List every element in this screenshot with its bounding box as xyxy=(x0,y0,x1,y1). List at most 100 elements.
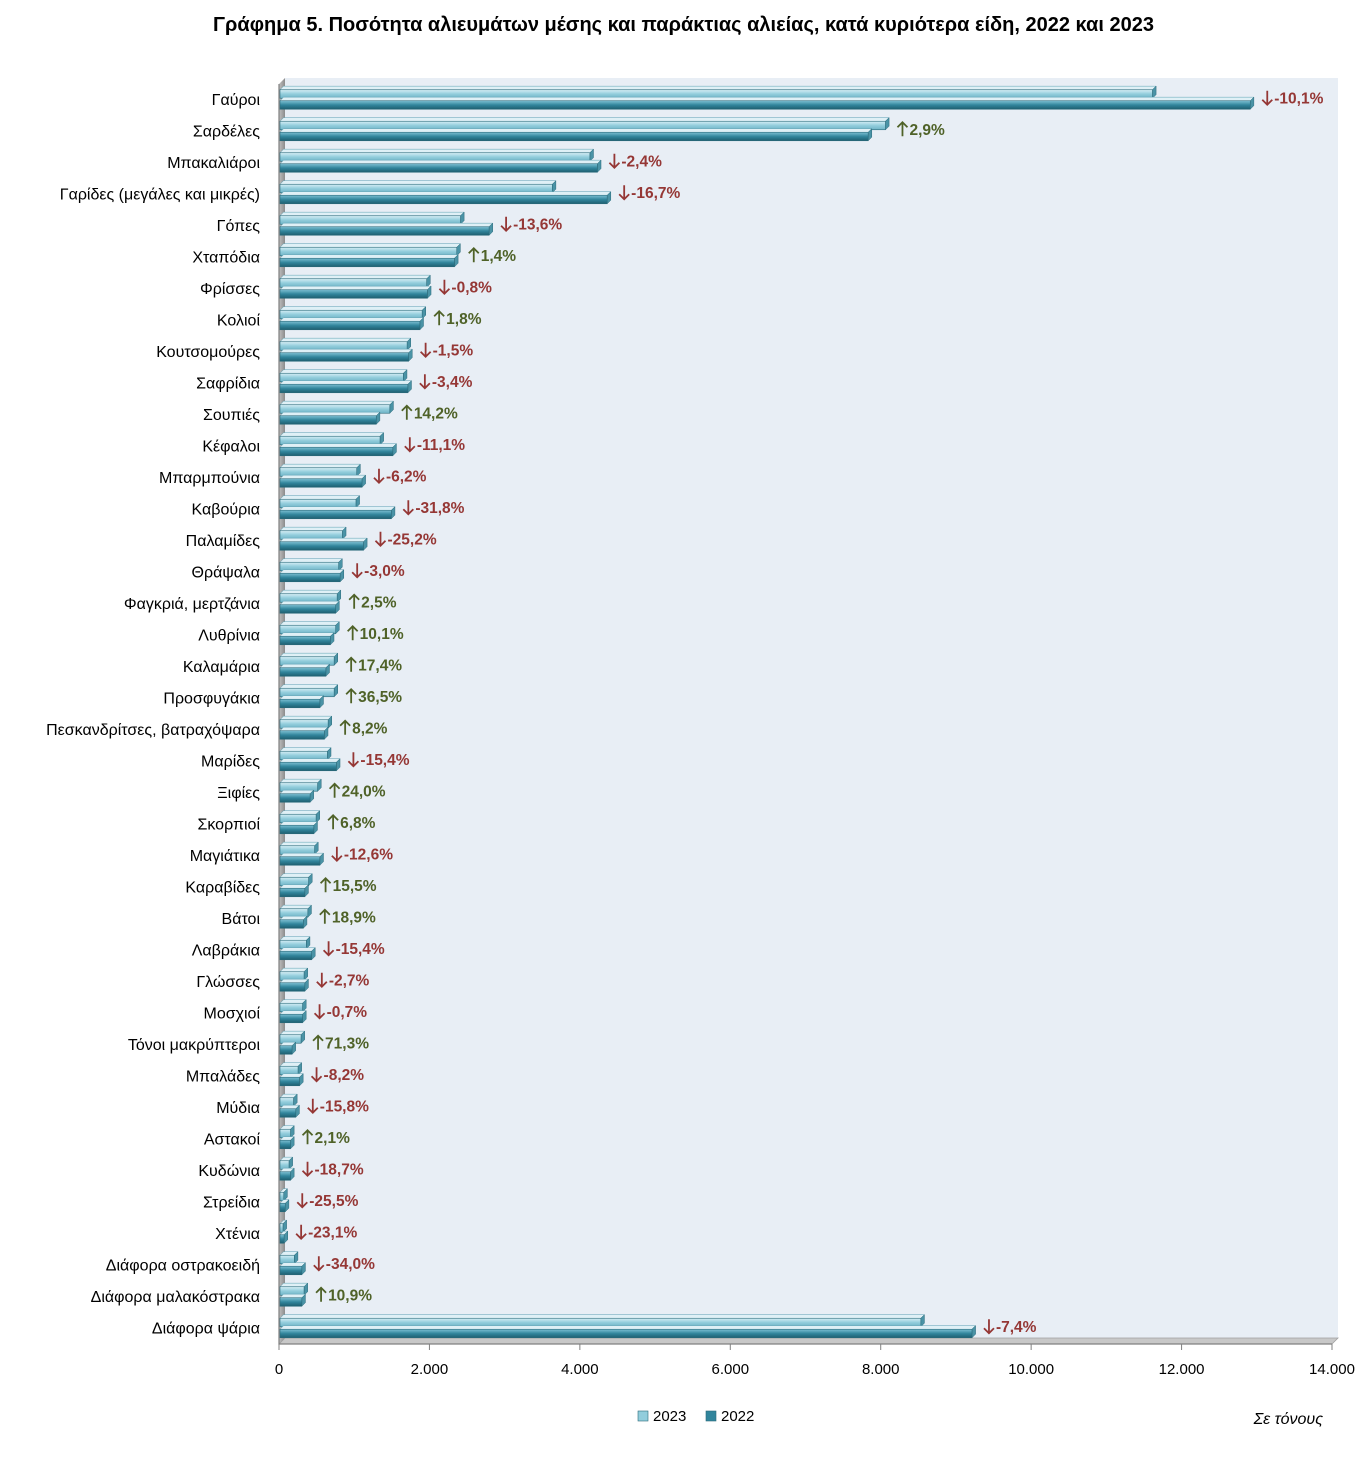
change-annotation: -25,2% xyxy=(374,531,437,548)
x-tick-label: 10.000 xyxy=(1008,1361,1054,1378)
change-label: 8,2% xyxy=(352,720,388,737)
bar-2023 xyxy=(279,652,339,666)
change-annotation: 8,2% xyxy=(339,719,388,737)
change-label: 36,5% xyxy=(358,689,402,706)
category-label: Διάφορα μαλακόστρακα xyxy=(91,1289,260,1306)
change-label: 2,9% xyxy=(909,122,945,139)
category-label: Παλαμίδες xyxy=(186,533,261,550)
change-annotation: -15,4% xyxy=(322,941,385,958)
bar-2023 xyxy=(279,1030,306,1044)
change-annotation: 2,9% xyxy=(896,120,945,139)
bar-2023 xyxy=(279,526,347,540)
bar-2022 xyxy=(279,789,315,803)
bar-2022 xyxy=(279,758,341,772)
bar-2022 xyxy=(279,96,1255,110)
change-annotation: -12,6% xyxy=(331,846,393,863)
change-annotation: -18,7% xyxy=(301,1161,364,1178)
change-annotation: -0,7% xyxy=(313,1004,368,1021)
change-label: -0,8% xyxy=(451,279,492,296)
bar-2023 xyxy=(279,747,332,761)
change-label: -13,6% xyxy=(513,216,562,233)
change-label: -15,4% xyxy=(336,941,385,958)
bar-2022 xyxy=(279,569,345,583)
change-annotation: -2,7% xyxy=(316,972,370,989)
bar-2023 xyxy=(279,432,385,446)
category-label: Λαβράκια xyxy=(192,942,260,959)
bar-2022 xyxy=(279,1167,295,1181)
bar-2022 xyxy=(279,222,494,236)
change-annotation: -1,5% xyxy=(419,342,473,359)
bar-2023 xyxy=(279,400,395,414)
change-annotation: 14,2% xyxy=(401,404,458,422)
bar-2023 xyxy=(279,117,890,131)
bar-2023 xyxy=(279,936,311,950)
category-label: Φρίσσες xyxy=(200,281,260,298)
change-annotation: 1,4% xyxy=(468,246,517,265)
change-annotation: 10,1% xyxy=(347,624,404,643)
change-annotation: -6,2% xyxy=(373,468,427,485)
bar-2023 xyxy=(279,495,361,509)
category-label: Σαρδέλες xyxy=(193,123,260,140)
legend-item-2023: 2023 xyxy=(637,1408,686,1425)
bar-2023 xyxy=(279,306,427,320)
bar-2022 xyxy=(279,947,316,961)
change-label: 18,9% xyxy=(332,909,376,926)
category-label: Καλαμάρια xyxy=(183,659,260,676)
bar-2022 xyxy=(279,726,329,740)
bar-2022 xyxy=(279,884,310,898)
bars xyxy=(279,85,1255,1339)
change-label: -25,5% xyxy=(309,1193,358,1210)
category-label: Γαύροι xyxy=(212,92,261,109)
bar-2022 xyxy=(279,695,325,709)
category-label: Μύδια xyxy=(216,1100,260,1117)
change-annotation: 10,9% xyxy=(315,1286,372,1304)
category-label: Φαγκριά, μερτζάνια xyxy=(124,596,260,613)
bar-2022 xyxy=(279,663,331,677)
change-label: -2,7% xyxy=(329,972,370,989)
change-label: -34,0% xyxy=(326,1256,375,1273)
change-annotation: -15,4% xyxy=(347,752,410,769)
change-annotation: -31,8% xyxy=(402,500,465,517)
bar-2022 xyxy=(279,978,310,992)
bar-2022 xyxy=(279,915,308,929)
x-tick-label: 6.000 xyxy=(712,1361,750,1378)
change-annotation: 71,3% xyxy=(312,1034,369,1052)
change-annotation: -11,1% xyxy=(404,437,465,454)
bar-2023 xyxy=(279,180,557,194)
bar-2023 xyxy=(279,967,309,981)
bar-2023 xyxy=(279,211,465,225)
bar-2023 xyxy=(279,778,322,792)
category-label: Χτένια xyxy=(215,1226,260,1243)
bar-2022 xyxy=(279,254,459,268)
change-annotation: -25,5% xyxy=(296,1193,359,1210)
change-label: 2,5% xyxy=(361,594,397,611)
change-annotation: 2,5% xyxy=(348,593,397,611)
bar-2022 xyxy=(279,1293,307,1307)
change-annotation: 18,9% xyxy=(319,908,376,926)
x-tick-label: 8.000 xyxy=(862,1361,900,1378)
bar-2023 xyxy=(279,1251,299,1265)
bar-2022 xyxy=(279,1136,295,1150)
plot-layer xyxy=(278,78,1339,1345)
change-annotation: -13,6% xyxy=(500,216,562,233)
change-label: 1,4% xyxy=(481,248,517,265)
bar-2022 xyxy=(279,1262,307,1276)
bar-2023 xyxy=(279,1188,288,1202)
category-label: Μπαλάδες xyxy=(186,1068,260,1085)
change-label: 71,3% xyxy=(325,1035,369,1052)
category-label: Γόπες xyxy=(217,218,261,235)
bar-2023 xyxy=(279,463,361,477)
legend-item-2022: 2022 xyxy=(705,1408,754,1425)
change-label: 6,8% xyxy=(340,815,376,832)
bar-2022 xyxy=(279,506,396,520)
change-label: -0,7% xyxy=(327,1004,368,1021)
change-label: 17,4% xyxy=(358,657,402,674)
bar-2023 xyxy=(279,558,343,572)
legend-swatch xyxy=(637,1410,649,1422)
category-label: Τόνοι μακρύπτεροι xyxy=(128,1037,261,1054)
change-label: -3,0% xyxy=(364,563,405,580)
bar-2022 xyxy=(279,191,612,205)
change-label: 10,1% xyxy=(360,626,404,643)
change-label: -11,1% xyxy=(417,437,465,454)
change-label: 15,5% xyxy=(333,878,377,895)
